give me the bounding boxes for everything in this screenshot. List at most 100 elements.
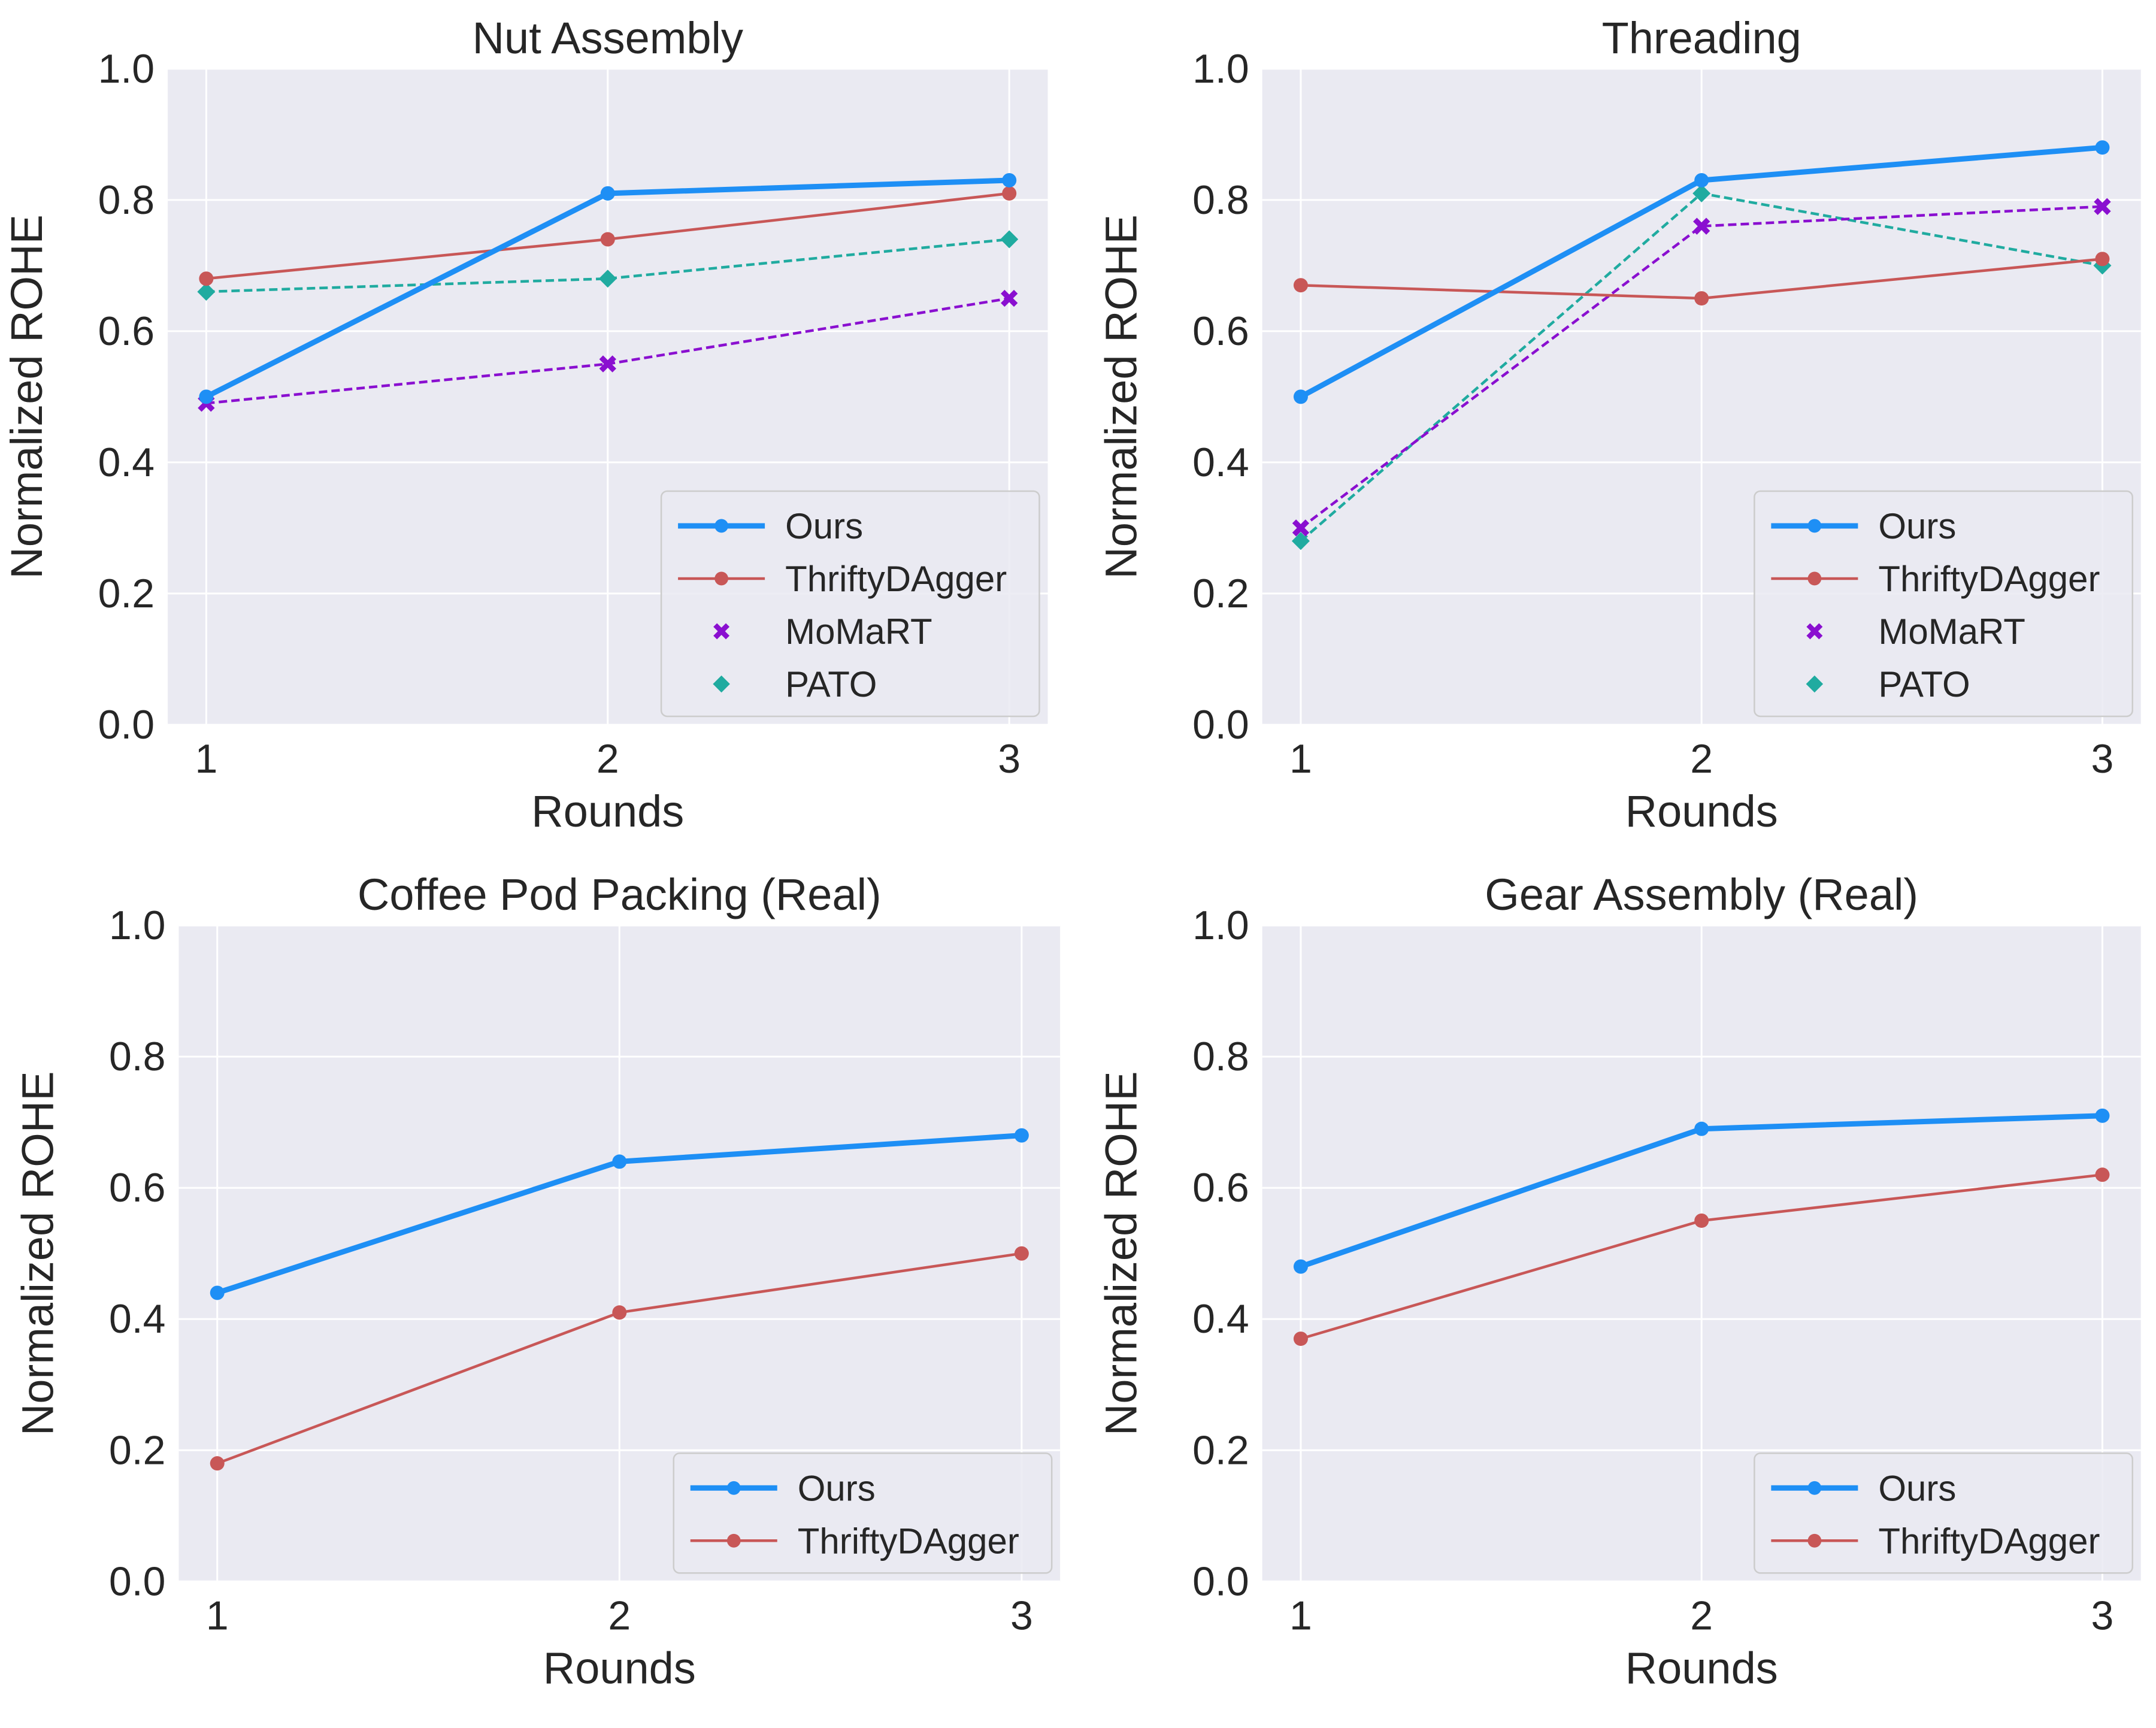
series-thriftydagger [1293, 252, 2110, 306]
legend-label: ThriftyDAgger [1878, 559, 2100, 599]
y-tick-label: 1.0 [98, 46, 155, 92]
y-tick-label: 0.0 [1192, 1558, 1249, 1604]
series-ours [210, 1128, 1029, 1300]
data-point [1000, 230, 1019, 249]
legend-swatch-marker [1806, 675, 1824, 693]
legend-label: ThriftyDAgger [1878, 1521, 2100, 1561]
x-tick-label: 2 [1690, 1593, 1713, 1638]
y-tick-label: 0.6 [109, 1165, 166, 1210]
y-tick-label: 0.2 [1192, 1427, 1249, 1473]
legend-box [660, 490, 1040, 718]
data-point [612, 1154, 627, 1169]
y-axis-label: Normalized ROHE [13, 1071, 62, 1436]
data-point [1694, 1121, 1709, 1136]
legend: Ours ThriftyDAgger MoMaRT PATO [1754, 490, 2133, 718]
data-point [1291, 532, 1310, 550]
data-point [2094, 198, 2111, 215]
y-tick-label: 0.0 [98, 702, 155, 748]
data-point [1693, 217, 1710, 235]
legend-box [1754, 490, 2133, 718]
series-thriftydagger [1293, 1167, 2110, 1346]
data-point [600, 186, 615, 201]
data-point [197, 283, 216, 301]
y-tick-label: 0.4 [1192, 440, 1249, 485]
chart-panel-2: 0.0 0.2 0.4 0.6 0.8 1.0 1 2 3 Threading Rounds Norm… [1097, 13, 2141, 836]
x-axis-label: Rounds [1625, 1643, 1778, 1693]
y-tick-label: 0.4 [98, 440, 155, 485]
data-point [2095, 140, 2110, 155]
legend-label: ThriftyDAgger [798, 1521, 1019, 1561]
data-point [1293, 278, 1308, 293]
y-tick-label: 0.4 [1192, 1296, 1249, 1342]
chart-title: Threading [1602, 13, 1801, 63]
data-point [2095, 1108, 2110, 1123]
legend-label: Ours [798, 1468, 876, 1508]
series-thriftydagger [199, 186, 1017, 286]
x-tick-label: 2 [1690, 736, 1713, 782]
series-pato [197, 230, 1019, 301]
legend-label: Ours [1878, 506, 1956, 546]
legend-swatch-marker [1807, 571, 1822, 586]
y-tick-label: 1.0 [1192, 903, 1249, 948]
y-tick-label: 0.2 [1192, 571, 1249, 616]
y-axis-label: Normalized ROHE [1097, 214, 1146, 579]
legend-swatch-marker [713, 675, 730, 693]
data-point [1292, 519, 1310, 537]
legend: Ours ThriftyDAgger [673, 1452, 1053, 1574]
chart-title: Gear Assembly (Real) [1485, 870, 1918, 919]
data-point [199, 389, 214, 404]
x-axis-label: Rounds [1625, 786, 1778, 836]
y-tick-label: 0.8 [98, 177, 155, 223]
data-point [612, 1305, 627, 1320]
data-point [1293, 1331, 1308, 1346]
data-point [1014, 1128, 1029, 1143]
legend: Ours ThriftyDAgger MoMaRT PATO [660, 490, 1040, 718]
y-tick-label: 1.0 [109, 903, 166, 948]
y-tick-label: 0.4 [109, 1296, 166, 1342]
y-tick-label: 0.8 [1192, 177, 1249, 223]
data-point [1692, 184, 1711, 202]
y-tick-label: 0.6 [1192, 308, 1249, 354]
series-line [1300, 205, 2103, 529]
series-thriftydagger [210, 1246, 1029, 1471]
legend-label: Ours [785, 506, 863, 546]
data-point [598, 270, 617, 288]
x-tick-label: 3 [2091, 1593, 2114, 1638]
series-ours [199, 173, 1017, 404]
legend-swatch-marker [713, 623, 730, 640]
legend-swatch-marker [1806, 623, 1823, 640]
legend-label: MoMaRT [785, 612, 932, 652]
legend-box [1754, 1452, 2133, 1574]
data-point [2095, 1167, 2110, 1182]
y-tick-label: 0.2 [98, 571, 155, 616]
legend-swatch-marker [714, 571, 729, 586]
legend: Ours ThriftyDAgger [1754, 1452, 2133, 1574]
data-point [1014, 1246, 1029, 1261]
legend-swatch-marker [1807, 1533, 1822, 1548]
y-tick-label: 0.6 [98, 308, 155, 354]
x-tick-label: 1 [1289, 1593, 1312, 1638]
series-momart [198, 289, 1018, 412]
legend-label: PATO [1878, 664, 1970, 704]
data-point [1002, 173, 1017, 187]
chart-title: Coffee Pod Packing (Real) [358, 870, 882, 919]
x-tick-label: 1 [1289, 736, 1312, 782]
y-axis-label: Normalized ROHE [2, 214, 52, 579]
y-tick-label: 0.0 [109, 1558, 166, 1604]
legend-label: ThriftyDAgger [785, 559, 1007, 599]
data-point [1002, 186, 1017, 201]
data-point [1694, 1213, 1709, 1228]
legend-swatch-marker [726, 1481, 741, 1495]
x-tick-label: 1 [206, 1593, 229, 1638]
data-point [1293, 1259, 1308, 1274]
x-tick-label: 2 [608, 1593, 631, 1638]
data-point [1694, 173, 1709, 187]
legend-swatch-marker [714, 519, 729, 533]
x-axis-label: Rounds [531, 786, 684, 836]
y-tick-label: 0.6 [1192, 1165, 1249, 1210]
legend-box [673, 1452, 1053, 1574]
series-line [206, 238, 1010, 293]
x-axis-label: Rounds [543, 1643, 696, 1693]
series-ours [1293, 1108, 2110, 1274]
